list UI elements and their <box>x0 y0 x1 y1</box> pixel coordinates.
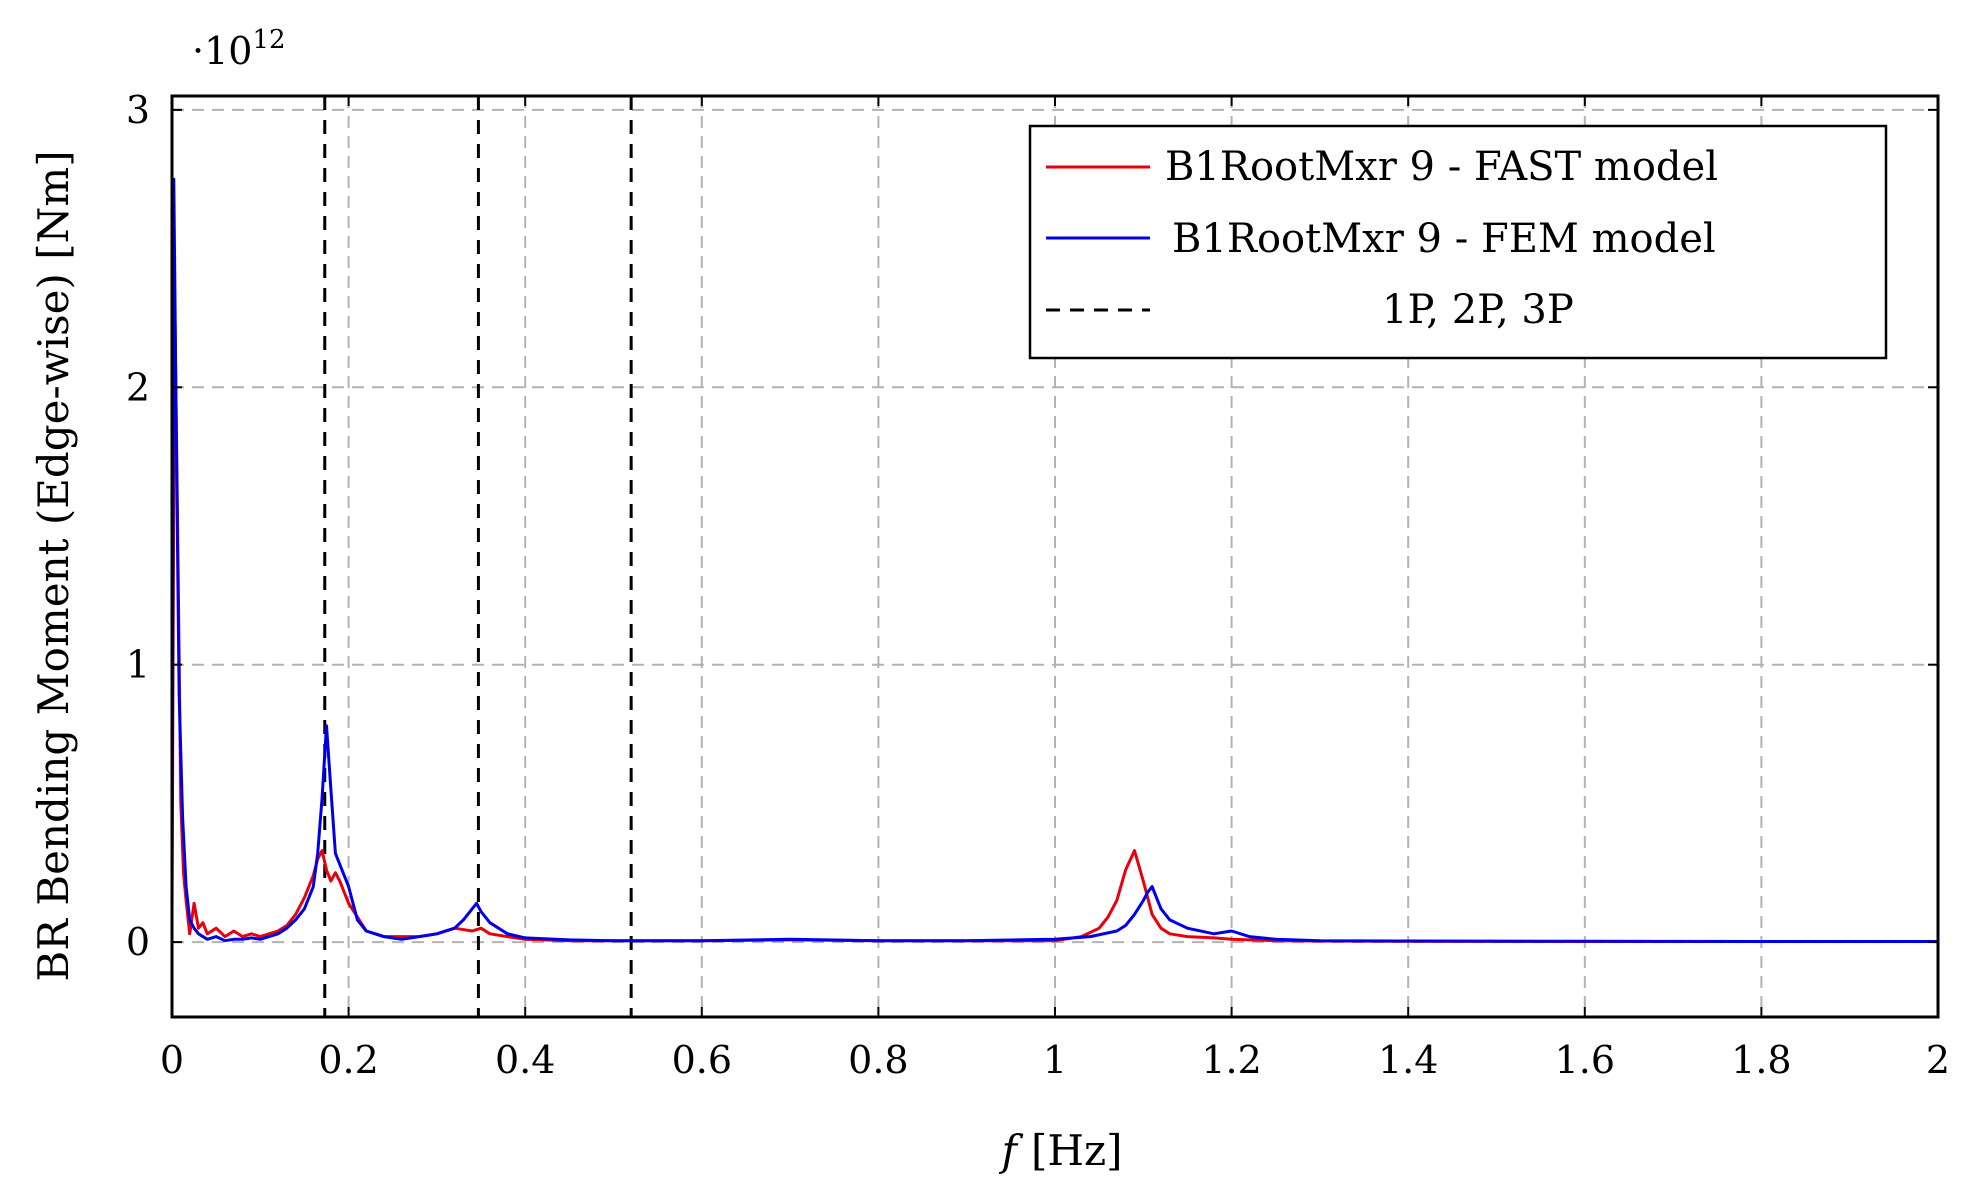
x-tick-label: 1.4 <box>1378 1038 1438 1082</box>
legend-label-fem: B1RootMxr 9 - FEM model <box>1172 216 1716 262</box>
x-tick-label: 0.4 <box>495 1038 555 1082</box>
x-tick-label: 1.8 <box>1731 1038 1791 1082</box>
x-tick-label: 0.6 <box>672 1038 732 1082</box>
x-tick-label: 1 <box>1043 1038 1067 1082</box>
series-line-fem <box>170 177 1938 943</box>
y-tick-label: 1 <box>126 643 150 687</box>
axis-ticks: 0 0.2 0.4 0.6 0.8 1 1.2 1.4 1.6 1.8 2 0 1 2 3 <box>126 88 1950 1082</box>
x-tick-label: 1.6 <box>1555 1038 1615 1082</box>
x-tick-label: 1.2 <box>1201 1038 1261 1082</box>
x-tick-label: 0.8 <box>848 1038 908 1082</box>
x-tick-label: 2 <box>1926 1038 1950 1082</box>
y-multiplier-base: ·10 <box>192 29 252 73</box>
y-tick-label: 3 <box>126 88 150 132</box>
y-tick-label: 2 <box>126 365 150 409</box>
harmonic-lines <box>323 96 633 1017</box>
x-tick-label: 0 <box>160 1038 184 1082</box>
legend: B1RootMxr 9 - FAST model B1RootMxr 9 - F… <box>1028 124 1888 360</box>
y-tick-label: 0 <box>126 920 150 964</box>
legend-label-harmonics: 1P, 2P, 3P <box>1382 287 1574 333</box>
y-axis-multiplier: ·1012 <box>192 25 286 73</box>
legend-label-fast: B1RootMxr 9 - FAST model <box>1165 144 1718 190</box>
grid <box>172 96 1938 1017</box>
y-multiplier-exponent: 12 <box>252 25 285 55</box>
x-tick-label: 0.2 <box>318 1038 378 1082</box>
y-axis-label: BR Bending Moment (Edge-wise) [Nm] <box>29 150 78 981</box>
legend-box <box>1028 124 1888 360</box>
series-group <box>170 177 1938 943</box>
x-axis-unit: [Hz] <box>1031 1126 1123 1175</box>
